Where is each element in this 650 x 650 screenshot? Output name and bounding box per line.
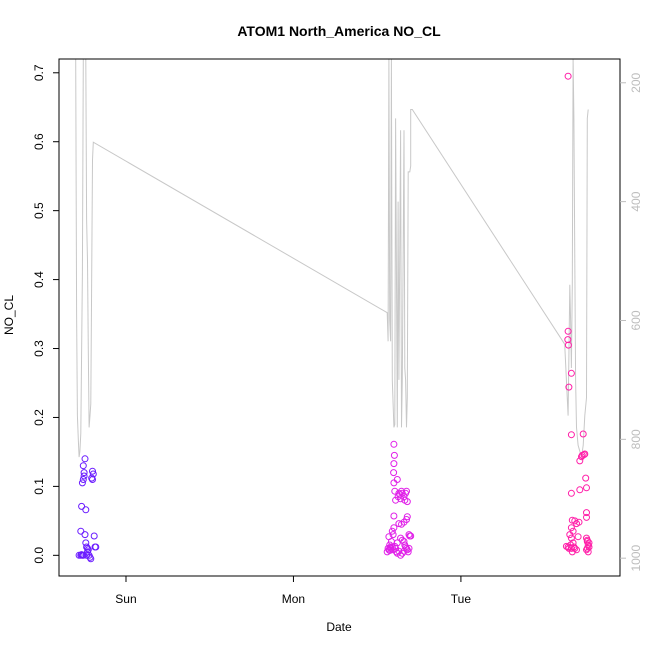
data-point-group-1 [88, 474, 96, 482]
data-point-group-3 [584, 548, 592, 556]
data-point-group-1 [87, 555, 95, 563]
data-point-group-1 [86, 553, 94, 561]
y-tick-label: 0.3 [32, 340, 46, 357]
data-point-group-2 [400, 547, 408, 555]
x-tick-label: Sun [115, 592, 136, 606]
x-tick-label: Mon [282, 592, 305, 606]
data-point-group-2 [393, 476, 401, 483]
data-point-group-2 [388, 543, 396, 551]
data-point-group-3 [567, 431, 575, 439]
data-point-group-1 [79, 462, 87, 470]
trace-line [75, 59, 589, 458]
data-point-group-2 [390, 512, 398, 520]
data-point-group-3 [583, 509, 590, 517]
data-point-group-2 [403, 513, 411, 521]
data-point-group-3 [565, 383, 573, 391]
data-point-group-3 [564, 72, 572, 80]
data-point-group-1 [78, 479, 86, 487]
y-tick-label: 0.2 [32, 409, 46, 426]
data-point-group-2 [407, 532, 415, 540]
data-point-group-2 [391, 487, 399, 495]
data-point-group-2 [403, 516, 410, 523]
data-point-group-2 [390, 451, 398, 459]
data-point-group-3 [574, 533, 582, 541]
data-point-group-2 [388, 527, 396, 535]
data-point-group-1 [81, 455, 89, 463]
data-point-group-3 [585, 539, 593, 547]
data-point-group-2 [390, 469, 398, 477]
plot-frame [58, 58, 621, 577]
data-point-group-3 [580, 451, 588, 459]
data-point-group-3 [573, 546, 580, 554]
data-point-group-3 [567, 369, 575, 377]
data-point-group-1 [83, 551, 91, 559]
y-tick-label: 0.7 [32, 64, 46, 81]
y2-tick-label: 200 [629, 72, 643, 92]
data-point-group-1 [89, 467, 96, 475]
data-point-group-2 [390, 460, 398, 468]
data-point-group-3 [567, 524, 575, 532]
chart-title: ATOM1 North_America NO_CL [237, 23, 441, 39]
data-point-group-3 [567, 489, 575, 497]
x-axis-label: Date [326, 620, 352, 634]
data-point-group-1 [84, 544, 91, 552]
data-point-group-2 [389, 546, 397, 554]
y2-tick-label: 1000 [629, 545, 643, 572]
y-tick-label: 0.0 [32, 547, 46, 564]
data-point-group-2 [385, 533, 393, 541]
y-tick-label: 0.4 [32, 271, 46, 288]
data-point-group-3 [569, 527, 577, 535]
data-point-group-3 [564, 327, 572, 335]
data-point-group-1 [81, 531, 89, 539]
data-point-group-1 [77, 527, 85, 535]
data-point-group-2 [389, 531, 397, 539]
y2-tick-label: 800 [629, 429, 643, 449]
data-point-group-3 [582, 474, 590, 482]
data-point-group-1 [80, 472, 88, 480]
data-point-group-2 [403, 487, 410, 495]
plot-area: 0.0 0.1 0.2 0.3 0.4 0.5 0.6 0.7 200 400 600 800 1000… [32, 58, 643, 606]
data-point-group-2 [397, 551, 405, 559]
data-point-group-1 [82, 506, 90, 514]
y-axis-label: NO_CL [2, 295, 16, 335]
data-point-group-3 [581, 450, 589, 458]
y-tick-label: 0.5 [32, 202, 46, 219]
x-tick-label: Tue [451, 592, 472, 606]
data-point-group-3 [564, 341, 572, 349]
data-point-group-3 [576, 457, 584, 465]
y-tick-label: 0.6 [32, 133, 46, 150]
data-point-group-3 [579, 430, 587, 438]
data-point-group-2 [403, 498, 411, 506]
data-point-group-1 [78, 502, 86, 510]
data-point-group-1 [80, 469, 88, 477]
data-point-group-3 [583, 546, 590, 554]
data-point-group-3 [576, 486, 584, 494]
y-tick-label: 0.1 [32, 478, 46, 495]
data-point-group-3 [583, 484, 590, 492]
data-point-group-2 [390, 524, 398, 532]
data-point-group-2 [405, 531, 413, 539]
data-point-group-1 [90, 532, 98, 540]
data-point-group-2 [390, 479, 398, 487]
data-point-group-2 [400, 493, 408, 501]
data-point-group-3 [567, 534, 575, 542]
data-point-group-3 [583, 513, 590, 521]
data-point-group-1 [89, 470, 97, 478]
y2-tick-label: 600 [629, 310, 643, 330]
y2-tick-label: 400 [629, 191, 643, 211]
data-point-group-1 [92, 543, 100, 551]
data-point-group-2 [398, 549, 406, 557]
data-point-group-3 [575, 518, 583, 526]
data-point-group-2 [398, 489, 406, 497]
data-point-group-2 [390, 440, 398, 448]
data-point-group-3 [571, 544, 579, 552]
data-point-group-1 [79, 476, 87, 483]
data-point-group-3 [566, 531, 574, 539]
